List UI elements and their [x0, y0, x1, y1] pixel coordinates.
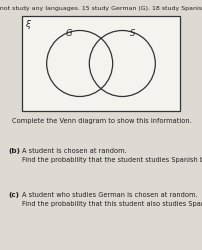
Text: Find the probability that the student studies Spanish but not German.: Find the probability that the student st…: [22, 157, 202, 163]
Text: A student who studies German is chosen at random.: A student who studies German is chosen a…: [22, 192, 197, 198]
Text: A student is chosen at random.: A student is chosen at random.: [22, 148, 126, 154]
Text: S: S: [130, 29, 135, 38]
Bar: [22, 16, 179, 111]
Text: (c): (c): [8, 192, 19, 198]
Text: G: G: [65, 29, 72, 38]
Text: 5 do not study any languages. 15 study German (G). 18 study Spanish (S).: 5 do not study any languages. 15 study G…: [0, 6, 202, 11]
Text: Find the probability that this student also studies Spanish.: Find the probability that this student a…: [22, 201, 202, 207]
Text: Complete the Venn diagram to show this information.: Complete the Venn diagram to show this i…: [12, 118, 190, 124]
Text: ξ: ξ: [25, 20, 30, 29]
Text: (b): (b): [8, 148, 20, 154]
